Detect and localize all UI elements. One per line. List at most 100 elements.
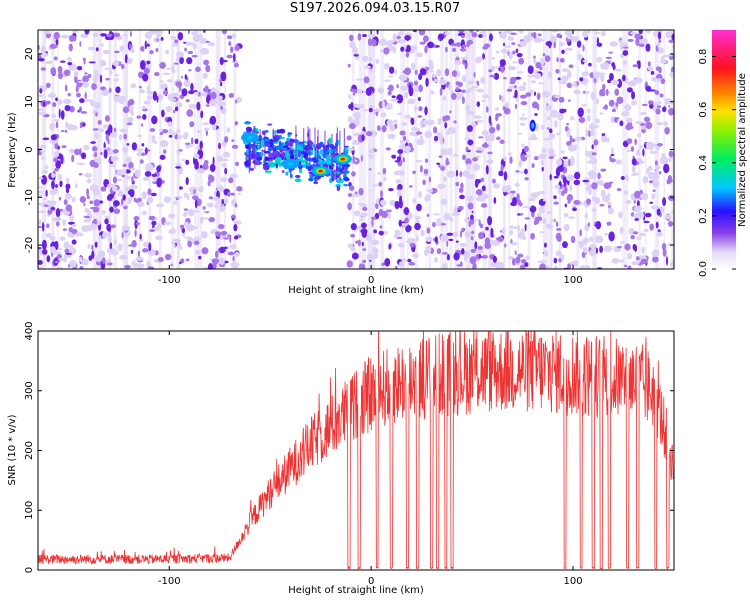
noise-blob bbox=[476, 88, 485, 93]
noise-blob bbox=[41, 222, 45, 232]
noise-blob bbox=[418, 73, 423, 81]
noise-blob bbox=[569, 116, 575, 121]
noise-blob bbox=[103, 67, 113, 70]
noise-blob bbox=[417, 97, 421, 102]
noise-blob bbox=[194, 160, 199, 170]
noise-blob bbox=[69, 259, 77, 268]
noise-blob bbox=[602, 107, 605, 110]
noise-blob bbox=[41, 170, 49, 174]
noise-blob bbox=[391, 95, 396, 99]
noise-blob bbox=[134, 229, 137, 238]
noise-blob bbox=[66, 123, 75, 131]
noise-blob bbox=[557, 113, 564, 121]
noise-blob bbox=[67, 61, 73, 66]
noise-blob bbox=[446, 170, 455, 178]
noise-blob bbox=[40, 67, 47, 71]
noise-blob bbox=[179, 261, 182, 265]
noise-blob bbox=[579, 229, 583, 237]
noise-blob bbox=[555, 221, 559, 227]
noise-blob bbox=[566, 34, 575, 40]
signal-peak-1 bbox=[340, 157, 346, 161]
noise-blob bbox=[615, 159, 622, 165]
noise-blob bbox=[346, 135, 352, 141]
noise-blob bbox=[233, 53, 236, 63]
noise-blob bbox=[108, 70, 113, 76]
signal-blob bbox=[298, 143, 306, 148]
noise-blob bbox=[146, 64, 152, 69]
noise-blob bbox=[377, 171, 381, 176]
noise-blob bbox=[531, 101, 539, 109]
colorbar-tick-label: 0.8 bbox=[698, 49, 709, 65]
noise-blob bbox=[193, 236, 202, 242]
signal-blob bbox=[244, 121, 251, 125]
noise-blob bbox=[113, 73, 120, 77]
noise-blob bbox=[659, 93, 664, 98]
signal-blob bbox=[275, 153, 283, 156]
noise-blob bbox=[498, 170, 504, 177]
noise-blob bbox=[492, 178, 496, 184]
noise-blob bbox=[615, 101, 619, 108]
noise-blob bbox=[567, 70, 572, 79]
noise-blob bbox=[587, 108, 591, 115]
noise-blob bbox=[95, 112, 98, 117]
noise-blob bbox=[130, 111, 134, 116]
signal-smear bbox=[309, 128, 311, 166]
noise-blob bbox=[599, 180, 604, 183]
noise-blob bbox=[68, 63, 78, 71]
noise-blob bbox=[62, 228, 68, 231]
noise-blob bbox=[472, 157, 479, 162]
signal-blob bbox=[294, 178, 302, 183]
noise-blob bbox=[515, 48, 519, 54]
noise-blob bbox=[221, 30, 228, 35]
noise-blob bbox=[222, 151, 231, 158]
noise-blob bbox=[644, 212, 652, 218]
signal-smear bbox=[264, 132, 266, 166]
signal-smear bbox=[324, 130, 326, 155]
noise-blob bbox=[119, 95, 127, 101]
noise-blob bbox=[91, 146, 98, 152]
noise-blob bbox=[393, 119, 398, 124]
noise-blob bbox=[661, 242, 667, 251]
x-tick-label: 100 bbox=[564, 275, 583, 286]
noise-blob bbox=[389, 98, 399, 102]
noise-blob bbox=[357, 202, 366, 206]
noise-blob bbox=[63, 199, 68, 206]
noise-blob bbox=[447, 127, 457, 134]
noise-blob bbox=[409, 185, 413, 188]
noise-blob bbox=[665, 256, 669, 266]
noise-blob bbox=[383, 176, 387, 182]
noise-blob bbox=[369, 68, 374, 74]
noise-blob bbox=[175, 197, 179, 201]
noise-blob bbox=[549, 173, 552, 181]
noise-blob bbox=[107, 193, 114, 200]
noise-blob bbox=[400, 85, 409, 91]
noise-blob bbox=[128, 244, 133, 247]
noise-blob bbox=[416, 52, 423, 58]
noise-blob bbox=[560, 75, 569, 82]
noise-blob bbox=[149, 31, 158, 34]
noise-blob bbox=[83, 215, 91, 219]
noise-blob bbox=[173, 200, 178, 205]
noise-blob bbox=[102, 49, 111, 55]
noise-blob bbox=[40, 144, 47, 149]
x-tick-label: 0 bbox=[368, 275, 374, 286]
noise-blob bbox=[133, 216, 140, 221]
noise-blob bbox=[168, 134, 173, 138]
noise-blob bbox=[589, 72, 595, 79]
noise-blob bbox=[38, 210, 46, 214]
noise-blob bbox=[78, 172, 83, 176]
noise-blob bbox=[545, 105, 553, 112]
noise-blob bbox=[665, 214, 672, 220]
noise-blob bbox=[383, 63, 390, 70]
noise-blob bbox=[485, 164, 489, 175]
noise-blob bbox=[593, 78, 597, 84]
noise-blob bbox=[404, 92, 409, 99]
noise-blob bbox=[570, 235, 576, 244]
noise-blob bbox=[563, 223, 570, 232]
noise-blob bbox=[64, 129, 68, 133]
noise-blob bbox=[370, 239, 380, 246]
noise-blob bbox=[113, 78, 119, 82]
noise-blob bbox=[564, 203, 567, 208]
noise-blob bbox=[658, 39, 662, 44]
